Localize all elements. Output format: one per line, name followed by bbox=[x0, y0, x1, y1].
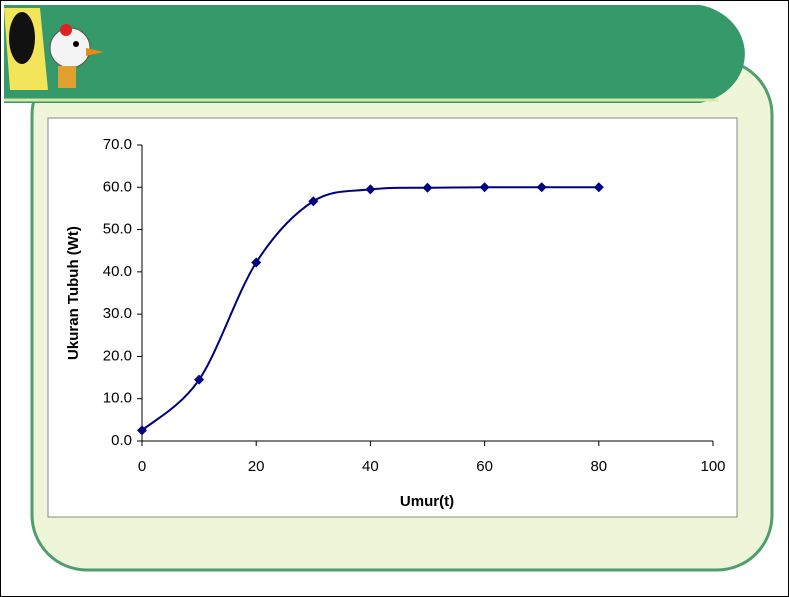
y-tick-label: 40.0 bbox=[103, 263, 132, 280]
x-tick-label: 60 bbox=[476, 458, 493, 475]
header-band bbox=[4, 5, 745, 103]
slide: Umur(t) Ukuran Tubuh (Wt) 0.0 10.0 20.0 30.… bbox=[0, 0, 789, 597]
y-tick-label: 10.0 bbox=[103, 390, 132, 407]
y-tick-label: 0.0 bbox=[111, 432, 132, 449]
y-tick-label: 70.0 bbox=[103, 136, 132, 153]
y-tick-label: 50.0 bbox=[103, 221, 132, 238]
x-axis-title: Umur(t) bbox=[400, 493, 454, 510]
chart-area bbox=[48, 118, 737, 517]
y-tick-label: 60.0 bbox=[103, 178, 132, 195]
x-tick-label: 80 bbox=[590, 458, 607, 475]
y-tick-label: 20.0 bbox=[103, 347, 132, 364]
x-tick-label: 0 bbox=[138, 458, 146, 475]
y-tick-label: 30.0 bbox=[103, 305, 132, 322]
x-tick-label: 20 bbox=[248, 458, 265, 475]
x-tick-label: 100 bbox=[700, 458, 725, 475]
y-axis-title: Ukuran Tubuh (Wt) bbox=[65, 226, 82, 360]
x-tick-label: 40 bbox=[362, 458, 379, 475]
